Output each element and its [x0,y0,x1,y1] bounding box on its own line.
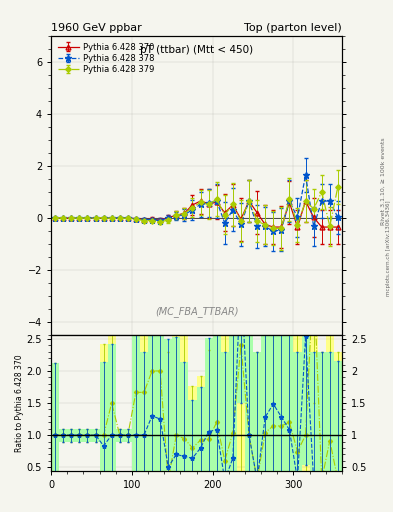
Y-axis label: Ratio to Pythia 6.428 370: Ratio to Pythia 6.428 370 [15,354,24,452]
Text: (MC_FBA_TTBAR): (MC_FBA_TTBAR) [155,306,238,317]
Text: 1960 GeV ppbar: 1960 GeV ppbar [51,23,142,33]
Text: pT (ttbar) (Mtt < 450): pT (ttbar) (Mtt < 450) [140,45,253,55]
Text: Rivet 3.1.10, ≥ 100k events: Rivet 3.1.10, ≥ 100k events [381,137,386,225]
Legend: Pythia 6.428 370, Pythia 6.428 378, Pythia 6.428 379: Pythia 6.428 370, Pythia 6.428 378, Pyth… [55,40,157,76]
Text: Top (parton level): Top (parton level) [244,23,342,33]
Text: mcplots.cern.ch [arXiv:1306.3436]: mcplots.cern.ch [arXiv:1306.3436] [386,200,391,295]
